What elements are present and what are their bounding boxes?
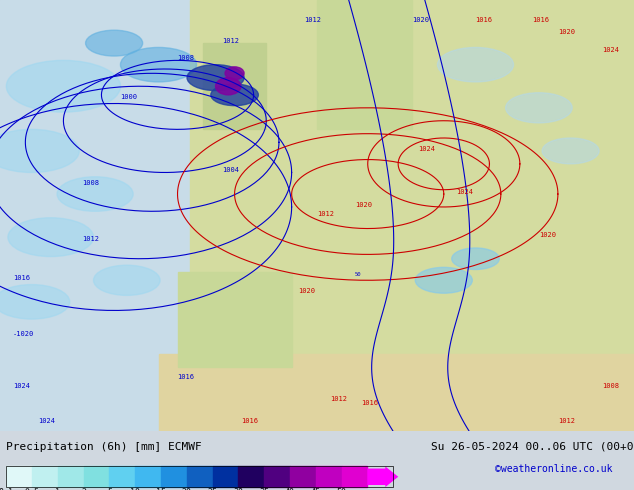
Text: 20: 20 (182, 488, 192, 490)
Bar (110, 466, 135, 487)
Text: 50: 50 (337, 488, 347, 490)
Text: 1024: 1024 (38, 417, 55, 423)
Text: 1020: 1020 (355, 202, 372, 208)
Text: 25: 25 (207, 488, 217, 490)
Ellipse shape (57, 177, 133, 211)
FancyArrow shape (367, 466, 398, 487)
Text: 5: 5 (107, 488, 112, 490)
Ellipse shape (0, 129, 79, 172)
Ellipse shape (86, 30, 143, 56)
Text: 1016: 1016 (533, 17, 550, 23)
Bar (238, 466, 264, 487)
Text: Su 26-05-2024 00..06 UTC (00+06): Su 26-05-2024 00..06 UTC (00+06) (431, 442, 634, 452)
Text: 1024: 1024 (13, 383, 30, 389)
Bar (316, 466, 342, 487)
Bar (264, 466, 290, 487)
Bar (212, 466, 238, 487)
Text: 0.5: 0.5 (25, 488, 39, 490)
Text: 1008: 1008 (178, 55, 195, 61)
Ellipse shape (216, 77, 241, 95)
Ellipse shape (505, 93, 572, 123)
Bar (158, 354, 634, 431)
Text: 45: 45 (311, 488, 321, 490)
Bar (0, 0, 222, 431)
Text: 1000: 1000 (120, 94, 138, 100)
Text: 30: 30 (233, 488, 243, 490)
Text: 1008: 1008 (602, 383, 619, 389)
Text: 1012: 1012 (317, 211, 334, 217)
Text: 2: 2 (81, 488, 86, 490)
Ellipse shape (437, 48, 514, 82)
Text: 1008: 1008 (82, 180, 100, 186)
Bar (32, 466, 58, 487)
Ellipse shape (451, 248, 500, 270)
Bar (161, 466, 187, 487)
Text: 40: 40 (285, 488, 295, 490)
Text: 35: 35 (259, 488, 269, 490)
Text: 1016: 1016 (476, 17, 493, 23)
Bar (178, 271, 292, 367)
Bar (6, 466, 32, 487)
Text: 1004: 1004 (222, 168, 239, 173)
Text: 1016: 1016 (241, 417, 258, 423)
Bar (6, 466, 393, 487)
Text: Precipitation (6h) [mm] ECMWF: Precipitation (6h) [mm] ECMWF (6, 442, 202, 452)
Ellipse shape (187, 65, 244, 91)
Ellipse shape (94, 265, 160, 295)
Text: 1012: 1012 (558, 417, 575, 423)
Text: 1024: 1024 (602, 47, 619, 53)
Bar (187, 466, 212, 487)
Text: 1020: 1020 (412, 17, 429, 23)
Text: 1020: 1020 (298, 288, 315, 294)
Text: 1016: 1016 (361, 400, 378, 406)
Bar (84, 466, 110, 487)
Text: 1020: 1020 (539, 232, 556, 238)
Bar (58, 466, 84, 487)
Text: 1020: 1020 (558, 29, 575, 35)
Text: ©weatheronline.co.uk: ©weatheronline.co.uk (495, 465, 612, 474)
Text: -1020: -1020 (13, 331, 34, 337)
Ellipse shape (8, 218, 94, 257)
Bar (190, 323, 507, 431)
Ellipse shape (210, 84, 259, 106)
Text: 1: 1 (55, 488, 60, 490)
Ellipse shape (120, 48, 197, 82)
Text: 50: 50 (355, 272, 361, 277)
Text: 15: 15 (156, 488, 166, 490)
Bar (190, 0, 634, 367)
Bar (317, 0, 412, 129)
Ellipse shape (0, 285, 70, 319)
Text: 1016: 1016 (178, 374, 195, 380)
Text: 1024: 1024 (418, 146, 436, 152)
Text: 1012: 1012 (82, 237, 100, 243)
Text: 1012: 1012 (222, 38, 239, 44)
Ellipse shape (6, 60, 120, 112)
Ellipse shape (225, 67, 244, 80)
Bar (290, 466, 316, 487)
Bar (135, 466, 161, 487)
Text: 1016: 1016 (13, 275, 30, 281)
Text: 1012: 1012 (304, 17, 321, 23)
Bar (342, 466, 367, 487)
Bar (203, 43, 266, 129)
Ellipse shape (542, 138, 599, 164)
Ellipse shape (415, 268, 472, 293)
Text: 1012: 1012 (330, 396, 347, 402)
Text: 10: 10 (130, 488, 140, 490)
Text: 1024: 1024 (456, 189, 474, 195)
Text: 0.1: 0.1 (0, 488, 14, 490)
